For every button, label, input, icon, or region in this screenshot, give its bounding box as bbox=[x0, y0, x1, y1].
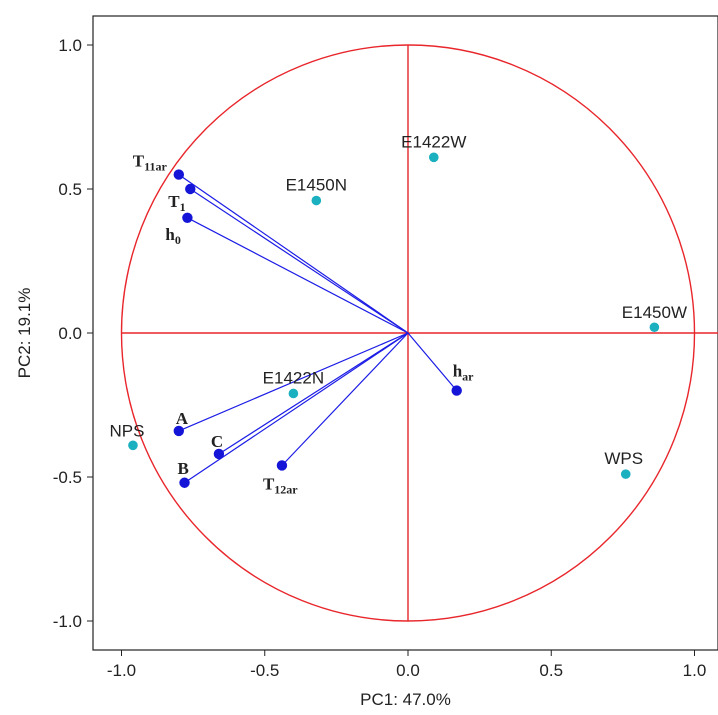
loading-label: A bbox=[176, 409, 189, 428]
loading-point bbox=[276, 460, 288, 471]
x-tick-label: -0.5 bbox=[250, 661, 279, 680]
x-tick-label: -1.0 bbox=[107, 661, 136, 680]
y-tick-label: 0.5 bbox=[58, 180, 82, 199]
loading-point bbox=[213, 448, 225, 460]
loading-label: T11ar bbox=[133, 152, 168, 174]
score-label: E1422W bbox=[401, 132, 466, 151]
loading-point bbox=[182, 212, 193, 223]
loading-vector bbox=[407, 332, 458, 391]
loading-label: C bbox=[211, 432, 223, 451]
y-tick-label: 0.0 bbox=[58, 324, 82, 343]
score-label: E1450W bbox=[622, 303, 687, 322]
y-axis-title: PC2: 19.1% bbox=[15, 288, 34, 379]
score-label: E1422N bbox=[263, 368, 324, 387]
loading-vector bbox=[218, 332, 409, 455]
loading-vector bbox=[281, 332, 409, 466]
y-tick-label: -1.0 bbox=[53, 612, 82, 631]
score-point bbox=[288, 388, 299, 399]
loading-point bbox=[173, 425, 184, 437]
score-label: WPS bbox=[604, 449, 643, 468]
y-tick-label: -0.5 bbox=[53, 468, 82, 487]
loading-label: T1 bbox=[168, 192, 185, 214]
x-tick-label: 0.5 bbox=[539, 661, 563, 680]
x-tick-label: 1.0 bbox=[683, 661, 707, 680]
loading-point bbox=[173, 169, 184, 180]
x-tick-label: 0.0 bbox=[396, 661, 420, 680]
loading-vector bbox=[187, 217, 409, 334]
axis-ticks: -1.0 -0.5 0.0 0.5 1.0 1.0 0.5 0.0 -0.5 -1.0 bbox=[53, 36, 707, 680]
score-point bbox=[649, 322, 660, 333]
loading-label: B bbox=[178, 459, 189, 478]
score-points: E1422W E1450N E1450W E1422N NPS WPS bbox=[109, 132, 687, 479]
loading-label: T12ar bbox=[263, 474, 298, 496]
score-label: NPS bbox=[109, 421, 144, 440]
score-point bbox=[128, 440, 138, 451]
loading-point bbox=[451, 385, 462, 396]
loading-label: h0 bbox=[165, 225, 180, 247]
loading-vector bbox=[189, 188, 409, 334]
score-label: E1450N bbox=[286, 176, 347, 195]
loading-vector bbox=[178, 174, 409, 334]
score-point bbox=[620, 469, 631, 479]
loading-vector bbox=[178, 332, 409, 432]
loading-point bbox=[179, 477, 190, 488]
score-point bbox=[311, 195, 322, 206]
y-tick-label: 1.0 bbox=[58, 36, 82, 55]
score-point bbox=[428, 152, 439, 163]
loading-label: har bbox=[453, 362, 474, 384]
x-axis-title: PC1: 47.0% bbox=[360, 690, 451, 709]
loading-point bbox=[185, 183, 196, 195]
